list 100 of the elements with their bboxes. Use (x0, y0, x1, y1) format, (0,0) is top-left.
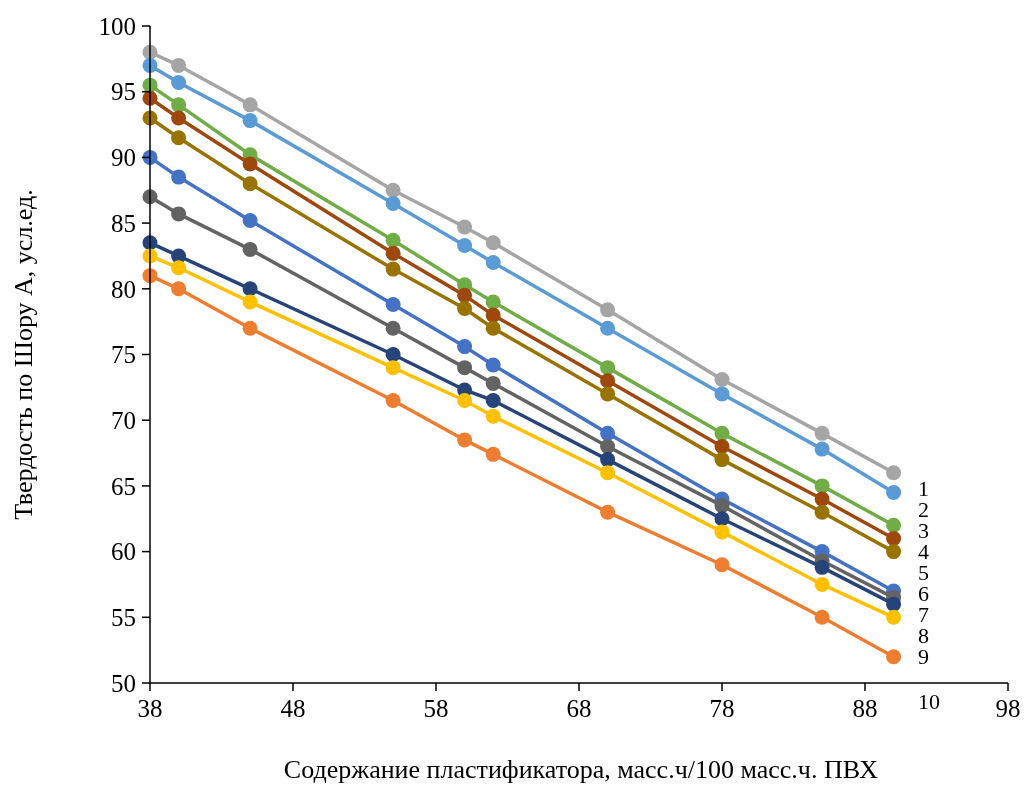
point (714, 386, 730, 402)
x-axis-title: Содержание пластификатора, масс.ч/100 масс.ч. ПВХ (283, 755, 879, 784)
point (385, 360, 401, 376)
point (385, 261, 401, 277)
point (886, 517, 902, 533)
point (242, 281, 258, 297)
point (485, 320, 501, 336)
x-tick-label: 38 (137, 695, 163, 722)
y-tick-label: 75 (111, 341, 136, 369)
point (485, 357, 501, 373)
point (600, 320, 616, 336)
point (242, 113, 258, 129)
x-tick-label: 48 (280, 695, 306, 722)
point (600, 465, 616, 481)
y-tick-label: 65 (111, 472, 136, 500)
point (600, 360, 616, 376)
point (814, 504, 830, 520)
point (886, 484, 902, 500)
point (814, 425, 830, 441)
point (171, 281, 187, 297)
x-tick-label: 58 (423, 695, 449, 722)
y-tick-label: 70 (111, 406, 136, 434)
x-tick-label: 88 (852, 695, 878, 722)
y-tick-label: 95 (111, 78, 136, 106)
point (886, 544, 902, 560)
point (385, 182, 401, 198)
point (814, 441, 830, 457)
point (714, 438, 730, 454)
point (457, 219, 473, 235)
point (814, 559, 830, 575)
point (457, 339, 473, 355)
point (171, 260, 187, 276)
point (814, 576, 830, 592)
point (385, 347, 401, 362)
point (171, 206, 187, 222)
point (485, 446, 501, 462)
point (714, 498, 730, 514)
point (171, 97, 187, 113)
point (600, 438, 616, 454)
point (385, 392, 401, 408)
point (485, 294, 501, 310)
point (714, 511, 730, 527)
point (171, 75, 187, 90)
point (485, 255, 501, 271)
point (714, 452, 730, 468)
point (600, 302, 616, 318)
point (814, 609, 830, 625)
point (171, 169, 187, 185)
point (714, 524, 730, 540)
point (814, 491, 830, 507)
text: 10 (918, 689, 940, 714)
y-tick-label: 60 (111, 538, 136, 566)
y-tick-label: 80 (111, 275, 136, 303)
point (385, 320, 401, 336)
y-tick-label: 90 (111, 144, 136, 172)
point (886, 530, 902, 546)
point (171, 57, 187, 73)
point (886, 596, 902, 612)
y-tick-label: 55 (111, 604, 136, 632)
point (457, 237, 473, 253)
point (600, 386, 616, 402)
point (600, 504, 616, 520)
x-tick-label: 78 (709, 695, 735, 722)
point (457, 360, 473, 376)
point (457, 432, 473, 448)
point (485, 408, 501, 424)
point (714, 371, 730, 387)
point (485, 375, 501, 391)
point (485, 392, 501, 408)
point (886, 609, 902, 625)
y-tick-label: 85 (111, 209, 136, 237)
point (457, 392, 473, 408)
point (242, 320, 258, 336)
point (714, 425, 730, 441)
point (600, 452, 616, 468)
point (385, 297, 401, 313)
point (814, 478, 830, 494)
point (886, 649, 902, 665)
point (457, 287, 473, 303)
point (600, 373, 616, 389)
point (242, 241, 258, 257)
y-axis-title: Твердость по Шору А, усл.ед. (9, 189, 38, 520)
point (242, 156, 258, 172)
x-tick-label: 98 (995, 695, 1021, 722)
point (242, 294, 258, 310)
point (457, 301, 473, 317)
point (714, 557, 730, 573)
point (385, 245, 401, 261)
y-tick-label: 100 (98, 12, 136, 40)
y-tick-label: 50 (111, 669, 136, 697)
point (171, 130, 187, 146)
point (385, 195, 401, 211)
point (385, 232, 401, 248)
point (886, 465, 902, 481)
point (242, 212, 258, 228)
point (242, 176, 258, 192)
point (242, 97, 258, 113)
point (600, 425, 616, 441)
x-tick-label: 68 (566, 695, 592, 722)
point (485, 307, 501, 323)
